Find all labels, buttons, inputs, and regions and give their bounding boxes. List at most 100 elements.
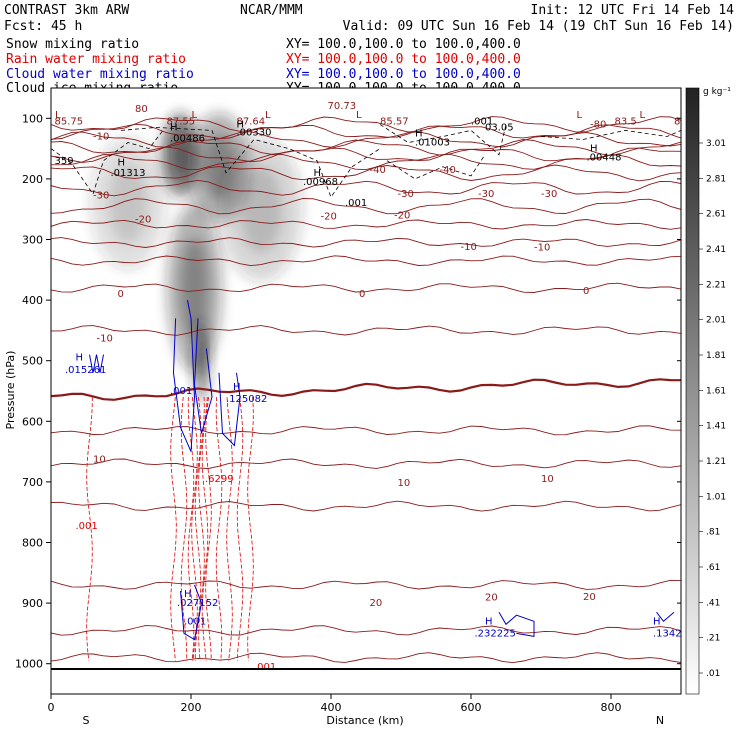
cloud-ice-label: .001 (471, 116, 493, 127)
temperature-contour-label: 10 (541, 474, 554, 485)
cloud-ice-label: H (415, 128, 423, 139)
snow-core (240, 165, 282, 253)
temperature-contour-label: 20 (583, 592, 596, 603)
temperature-contour-label: -40 (370, 165, 386, 176)
cloud-ice-label: H (590, 144, 598, 155)
temperature-contour (51, 378, 681, 401)
legend-snow-label: Snow mixing ratio (6, 37, 139, 52)
x-axis-label: Distance (km) (326, 714, 403, 727)
legend-rain-xy: XY= 100.0,100.0 to 100.0,400.0 (286, 52, 521, 67)
temperature-contour-label: -30 (541, 189, 557, 200)
colorbar-unit: g kg⁻¹ (703, 87, 731, 97)
rain-contour (247, 397, 254, 661)
y-tick-label: 600 (22, 415, 43, 428)
colorbar-tick-label: .81 (706, 528, 720, 538)
cloud-water-label: H (233, 382, 241, 393)
temperature-value-label: 83.5 (615, 116, 637, 127)
rain-contour (236, 397, 244, 661)
rain-contour (187, 397, 195, 661)
legend-cloud-water-label: Cloud water mixing ratio (6, 67, 194, 82)
x-tick-label: 400 (321, 701, 342, 714)
cloud-ice-contours (51, 124, 681, 198)
temperature-contour (51, 219, 681, 230)
cloud-water-label: .125082 (226, 394, 267, 405)
cloud-water-label: .001 (184, 616, 206, 627)
plot-frame (50, 87, 682, 695)
temperature-contour-label: -80 (590, 119, 606, 130)
temperature-contour-label: 0 (359, 289, 365, 300)
cloud-ice-contour (120, 126, 381, 198)
colorbar-tick-label: 2.01 (706, 316, 726, 326)
y-tick-label: 200 (22, 173, 43, 186)
colorbar-tick-label: .21 (706, 634, 720, 644)
temperature-contour (51, 116, 681, 133)
rain-contour (201, 397, 209, 661)
cloud-ice-label: 359 (55, 156, 74, 167)
temperature-contour (51, 164, 681, 182)
temperature-contour (51, 325, 681, 336)
colorbar-tick-label: 1.01 (706, 492, 726, 502)
cloud-water-label: .015261 (65, 365, 106, 376)
y-tick-label: 700 (22, 476, 43, 489)
cloud-ice-label: H (170, 122, 178, 133)
x-tick-label: 0 (48, 701, 55, 714)
temperature-contour (51, 237, 681, 248)
colorbar-tick-label: 2.21 (706, 280, 726, 290)
temperature-contour (51, 153, 681, 171)
colorbar-tick-label: 2.81 (706, 174, 726, 184)
temperature-value-label: 85.57 (380, 116, 409, 127)
low-marker: L (577, 110, 583, 121)
temperature-contour (51, 652, 681, 664)
rain-contour (191, 397, 198, 661)
temperature-contour (51, 139, 681, 156)
forecast-hour: Fcst: 45 h (4, 19, 82, 34)
y-tick-label: 900 (22, 597, 43, 610)
cloud-ice-label: .00330 (237, 127, 272, 138)
temperature-contour-label: -20 (321, 212, 337, 223)
cloud-ice-label: .00968 (303, 177, 338, 188)
cloud-ice-label: .00448 (587, 153, 622, 164)
north-label: N (656, 714, 664, 727)
temperature-value-label: 84.58 (674, 116, 703, 127)
model-title: CONTRAST 3km ARW (4, 3, 129, 18)
rain-contour (198, 397, 205, 661)
center-title: NCAR/MMM (240, 3, 303, 18)
rain-contour (226, 397, 233, 661)
rain-contour (205, 397, 212, 661)
colorbar-tick-label: 2.61 (706, 210, 726, 220)
cloud-ice-label: .001 (345, 198, 367, 209)
x-tick-label: 800 (601, 701, 622, 714)
y-tick-label: 500 (22, 355, 43, 368)
init-time: Init: 12 UTC Fri 14 Feb 14 (531, 3, 735, 18)
rain-contour (180, 397, 188, 661)
colorbar-tick-label: 1.61 (706, 386, 726, 396)
cloud-water-contour (656, 611, 675, 623)
rain-contour (215, 397, 223, 661)
cloud-water-label: H (653, 616, 661, 627)
legend-rain-label: Rain water mixing ratio (6, 52, 186, 67)
temperature-value-label: 87.64 (237, 116, 266, 127)
colorbar-tick-label: 1.41 (706, 422, 726, 432)
colorbar-tick-label: .41 (706, 598, 720, 608)
temperature-contour (51, 425, 681, 436)
cloud-water-contour (498, 611, 535, 637)
temperature-contour-label: 0 (118, 289, 124, 300)
cloud-ice-label: .01003 (415, 138, 450, 149)
temperature-contour-label: 20 (485, 593, 498, 604)
rain-contour (86, 397, 93, 661)
cloud-ice-label: H (314, 168, 322, 179)
temperature-value-label: 87.55 (167, 116, 196, 127)
colorbar-tick-label: .01 (706, 669, 720, 679)
low-marker: L (640, 110, 646, 121)
cloud-ice-contour (386, 154, 486, 180)
legend-cloud-water-xy: XY= 100.0,100.0 to 100.0,400.0 (286, 67, 521, 82)
cloud-water-label: .027152 (177, 598, 218, 609)
temperature-value-label: 85.75 (55, 116, 84, 127)
cloud-water-contour (180, 584, 203, 641)
temperature-contour-label: -30 (478, 189, 494, 200)
cloud-ice-label: H (237, 119, 245, 130)
cloud-water-label: .232225 (475, 628, 516, 639)
cloud-ice-contour (51, 130, 164, 195)
temperature-contour-label: -10 (93, 132, 109, 143)
